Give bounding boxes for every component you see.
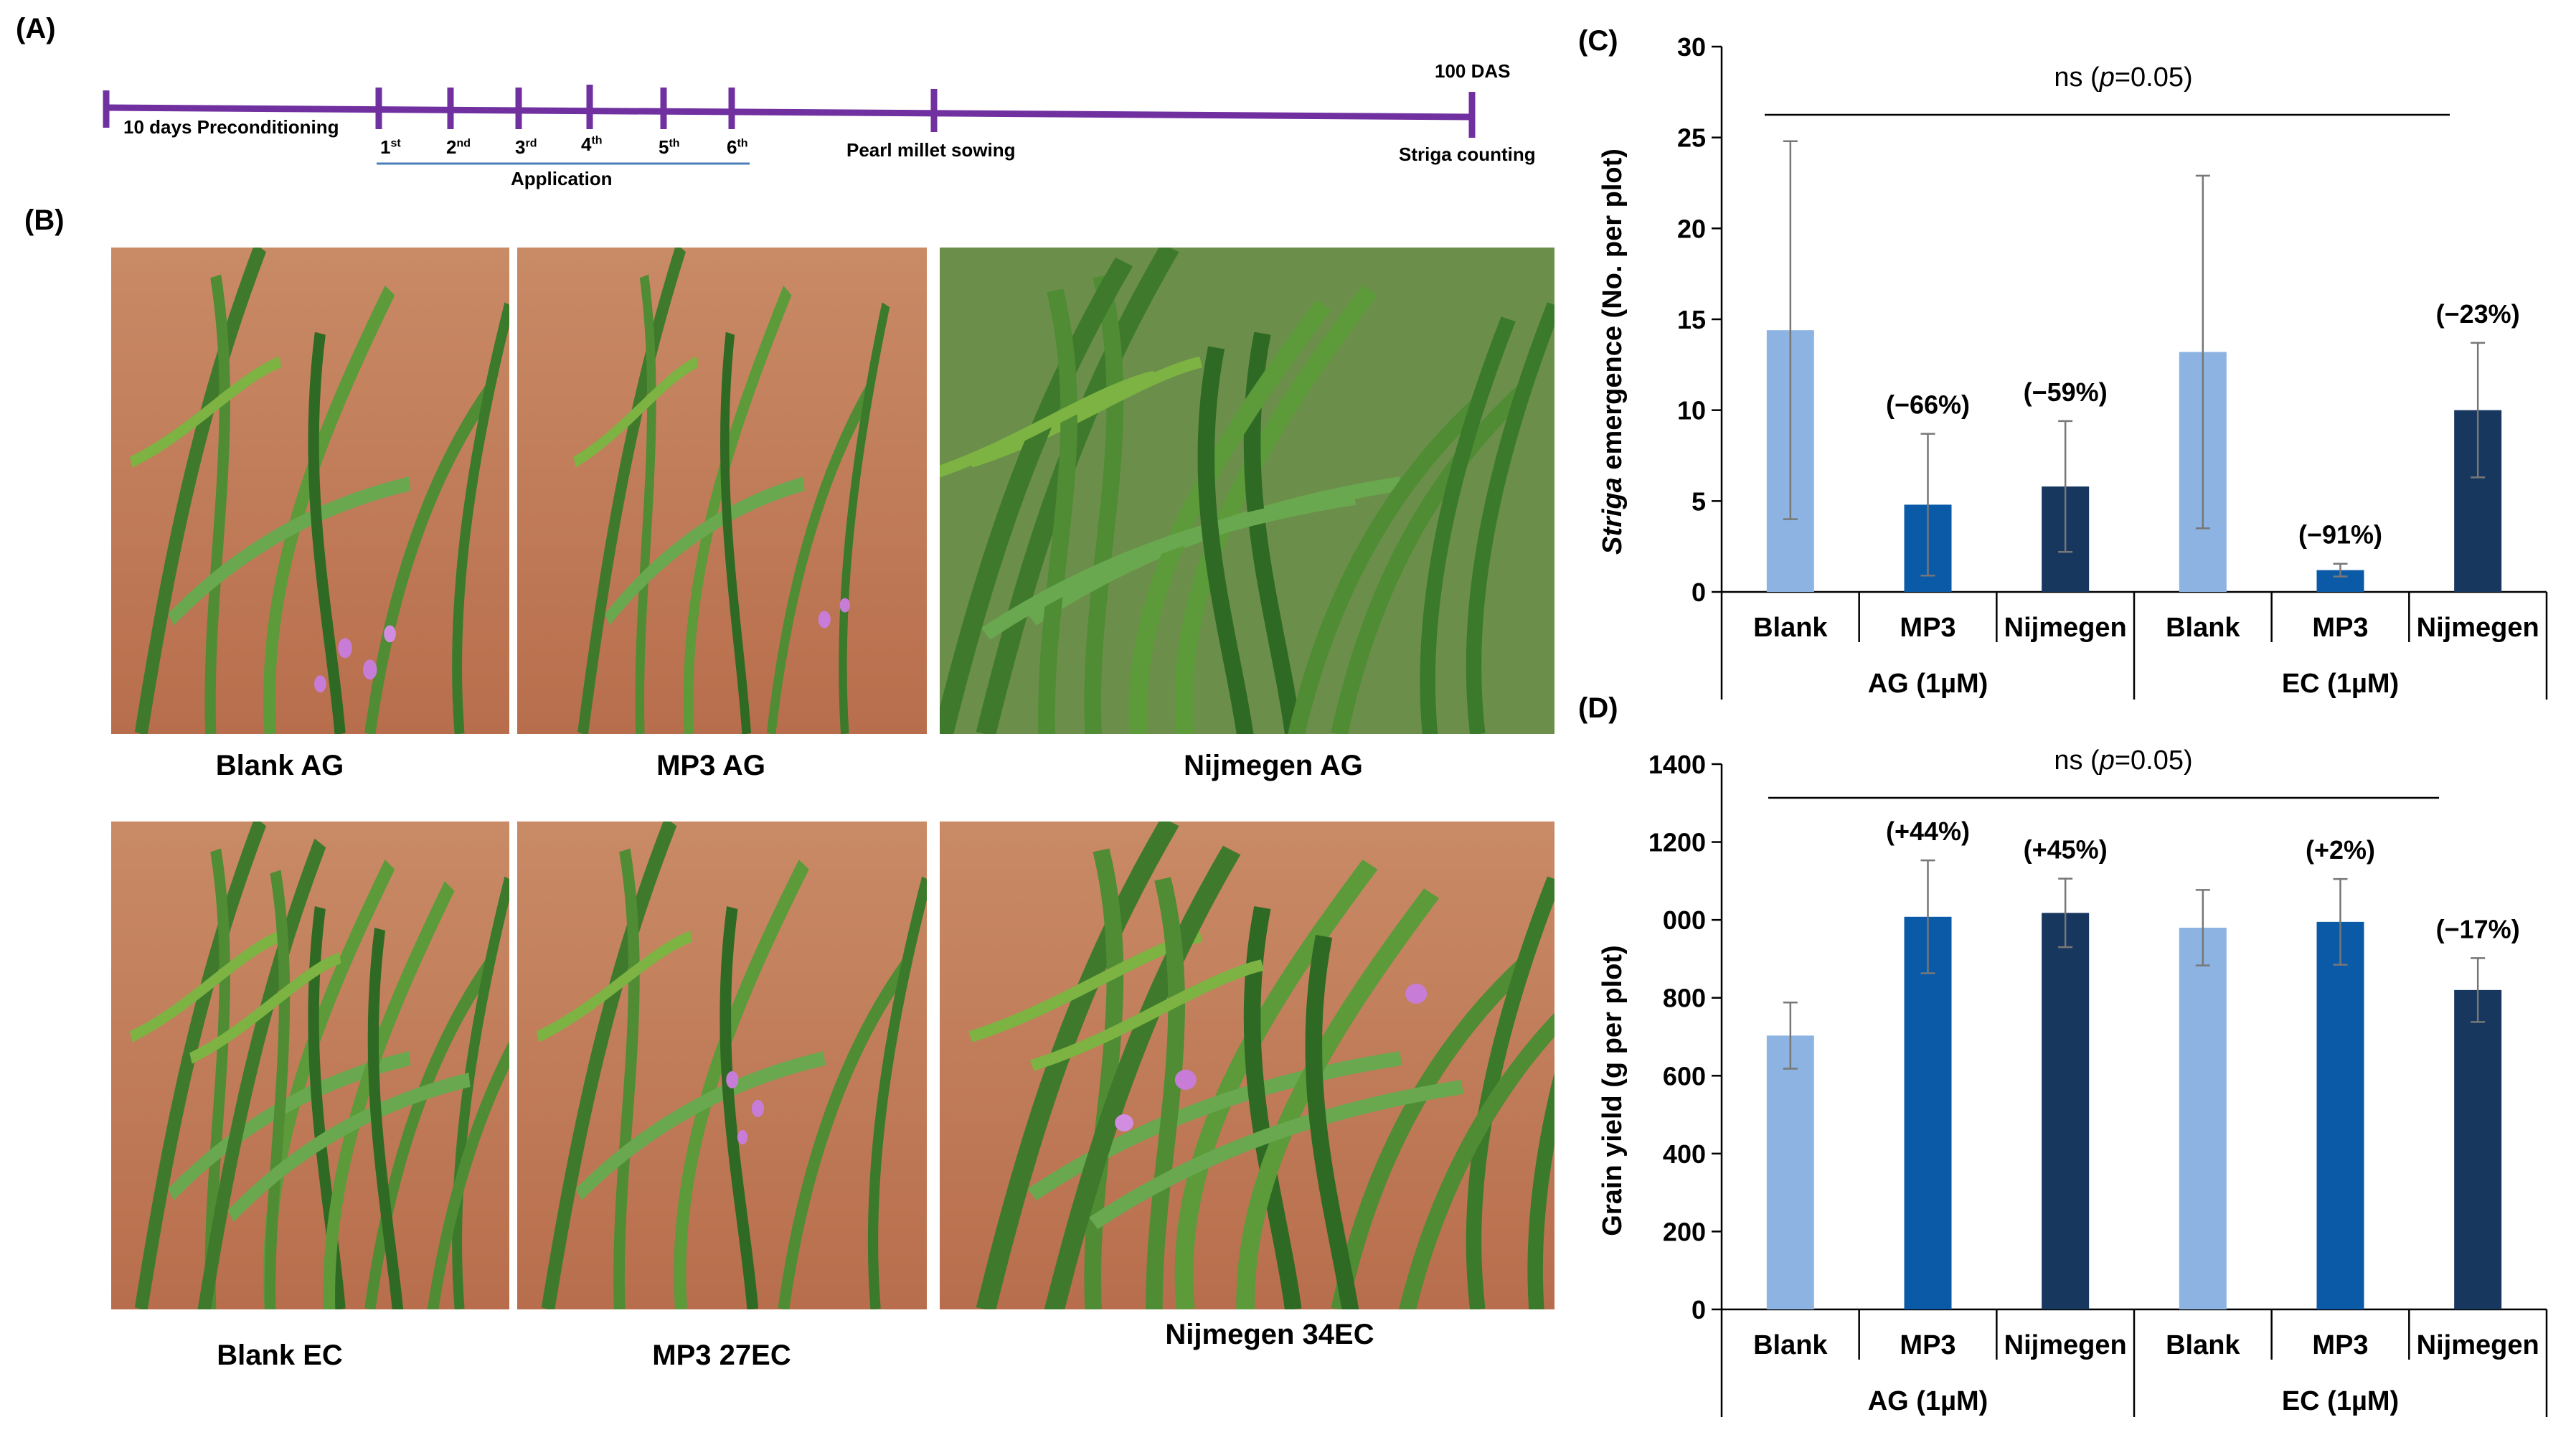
chart-d-significance-suffix: =0.05) bbox=[2115, 745, 2193, 776]
caption-nijmegen-ec: Nijmegen 34EC bbox=[1165, 1319, 1374, 1350]
chart-d-y-tick-label-0: 0 bbox=[1692, 1295, 1706, 1324]
chart-d-bar-0 bbox=[1766, 1035, 1814, 1309]
app-2-label: 2nd bbox=[446, 136, 471, 158]
chart-c-category-label-2: Nijmegen bbox=[2004, 613, 2127, 643]
photo-blank-ag bbox=[111, 248, 509, 734]
chart-d-category-label-3: Blank bbox=[2166, 1330, 2240, 1360]
chart-d-significance: ns (p=0.05) bbox=[2054, 745, 2192, 776]
chart-c-y-tick-label-2: 10 bbox=[1677, 396, 1706, 425]
chart-d-bar-1 bbox=[1904, 916, 1952, 1309]
caption-blank-ec: Blank EC bbox=[217, 1340, 343, 1371]
chart-c-significance-prefix: ns ( bbox=[2054, 62, 2100, 93]
chart-d-y-tick-label-3: 600 bbox=[1663, 1061, 1706, 1091]
chart-c-category-label-0: Blank bbox=[1753, 613, 1828, 643]
chart-d-annotation-5: (−17%) bbox=[2436, 914, 2520, 943]
chart-c-significance-suffix: =0.05) bbox=[2115, 62, 2193, 93]
photo-blank-ec bbox=[111, 822, 509, 1309]
chart-c-category-label-1: MP3 bbox=[1900, 613, 1955, 643]
chart-c-y-tick-label-5: 25 bbox=[1677, 123, 1706, 153]
chart-d-category-label-2: Nijmegen bbox=[2004, 1330, 2127, 1360]
chart-d-category-label-4: MP3 bbox=[2312, 1330, 2368, 1360]
app-5-label: 5th bbox=[659, 136, 680, 158]
chart-d-y-tick-label-7: 1400 bbox=[1648, 750, 1706, 779]
app-1-label: 1st bbox=[380, 136, 401, 158]
chart-d-y-tick-label-1: 200 bbox=[1663, 1217, 1706, 1246]
chart-c-y-axis-label-rest: emergence (No. per plot) bbox=[1598, 149, 1628, 477]
chart-d-y-tick-label-5: 000 bbox=[1663, 905, 1706, 935]
chart-c-significance-p: p bbox=[2099, 62, 2115, 93]
chart-d-y-tick-label-4: 800 bbox=[1663, 984, 1706, 1013]
chart-c-annotation-2: (−59%) bbox=[2024, 377, 2108, 407]
das-label: 100 DAS bbox=[1435, 60, 1511, 82]
chart-c-category-label-5: Nijmegen bbox=[2417, 613, 2539, 643]
chart-d-group-label-1: EC (1µM) bbox=[2282, 1386, 2399, 1416]
chart-d-y-axis-label: Grain yield (g per plot) bbox=[1598, 945, 1628, 1235]
panel-label-d: (D) bbox=[1578, 692, 1618, 724]
chart-c-annotation-5: (−23%) bbox=[2436, 299, 2520, 329]
caption-mp3-ec: MP3 27EC bbox=[652, 1340, 791, 1371]
chart-c-category-label-3: Blank bbox=[2166, 613, 2240, 643]
chart-d-bar-2 bbox=[2042, 913, 2090, 1309]
photo-nijmegen-ec bbox=[940, 822, 1554, 1309]
photo-mp3-ec bbox=[517, 822, 927, 1309]
app-4-label: 4th bbox=[581, 133, 603, 155]
chart-d-annotation-4: (+2%) bbox=[2306, 835, 2375, 865]
application-label: Application bbox=[511, 168, 613, 189]
caption-blank-ag: Blank AG bbox=[215, 750, 344, 781]
chart-d-significance-p: p bbox=[2099, 745, 2115, 776]
chart-c-y-tick-label-0: 0 bbox=[1692, 578, 1706, 607]
chart-d-annotation-1: (+44%) bbox=[1886, 816, 1970, 846]
chart-c-y-axis-label: Striga emergence (No. per plot) bbox=[1598, 149, 1628, 555]
chart-d-significance-prefix: ns ( bbox=[2054, 745, 2100, 776]
preconditioning-label: 10 days Preconditioning bbox=[123, 116, 339, 138]
chart-d-category-label-1: MP3 bbox=[1900, 1330, 1955, 1360]
chart-c-group-label-0: AG (1µM) bbox=[1868, 669, 1988, 699]
chart-d-annotation-2: (+45%) bbox=[2024, 835, 2108, 865]
photo-nijmegen-ag bbox=[940, 248, 1554, 734]
chart-c-y-tick-label-6: 30 bbox=[1677, 32, 1706, 62]
timeline-main-line bbox=[103, 104, 1476, 121]
caption-nijmegen-ag: Nijmegen AG bbox=[1184, 750, 1363, 781]
chart-d-bar-5 bbox=[2454, 989, 2502, 1309]
chart-d-y-tick-label-6: 1200 bbox=[1648, 828, 1706, 857]
chart-d-group-label-0: AG (1µM) bbox=[1868, 1386, 1988, 1416]
chart-d-grain-yield: Grain yield (g per plot) ns (p=0.05) 0 20… bbox=[1598, 745, 2548, 1417]
panel-label-b: (B) bbox=[24, 204, 65, 236]
chart-d-category-label-5: Nijmegen bbox=[2417, 1330, 2539, 1360]
counting-label: Striga counting bbox=[1399, 143, 1536, 165]
chart-c-y-tick-label-3: 15 bbox=[1677, 305, 1706, 334]
chart-d-category-label-0: Blank bbox=[1753, 1330, 1828, 1360]
chart-c-group-label-1: EC (1µM) bbox=[2282, 669, 2399, 699]
timeline bbox=[103, 85, 1476, 165]
app-3-label: 3rd bbox=[515, 136, 537, 158]
chart-d-y-tick-label-2: 400 bbox=[1663, 1139, 1706, 1169]
chart-c-y-axis-label-italic: Striga bbox=[1598, 477, 1628, 555]
app-6-label: 6th bbox=[727, 136, 748, 158]
chart-c-annotation-1: (−66%) bbox=[1886, 390, 1970, 420]
photo-mp3-ag bbox=[517, 248, 927, 734]
chart-d-bar-3 bbox=[2179, 928, 2227, 1309]
chart-d-bar-4 bbox=[2316, 921, 2364, 1309]
chart-c-category-label-4: MP3 bbox=[2312, 613, 2368, 643]
chart-c-annotation-4: (−91%) bbox=[2298, 520, 2382, 550]
sowing-label: Pearl millet sowing bbox=[846, 139, 1016, 161]
caption-mp3-ag: MP3 AG bbox=[656, 750, 765, 781]
chart-c-significance: ns (p=0.05) bbox=[2054, 62, 2192, 93]
panel-label-a: (A) bbox=[16, 13, 56, 44]
chart-c-striga-emergence: Striga emergence (No. per plot) ns (p=0.… bbox=[1598, 32, 2548, 700]
panel-label-c: (C) bbox=[1578, 25, 1618, 57]
chart-c-y-tick-label-4: 20 bbox=[1677, 214, 1706, 243]
chart-c-y-tick-label-1: 5 bbox=[1692, 486, 1706, 516]
